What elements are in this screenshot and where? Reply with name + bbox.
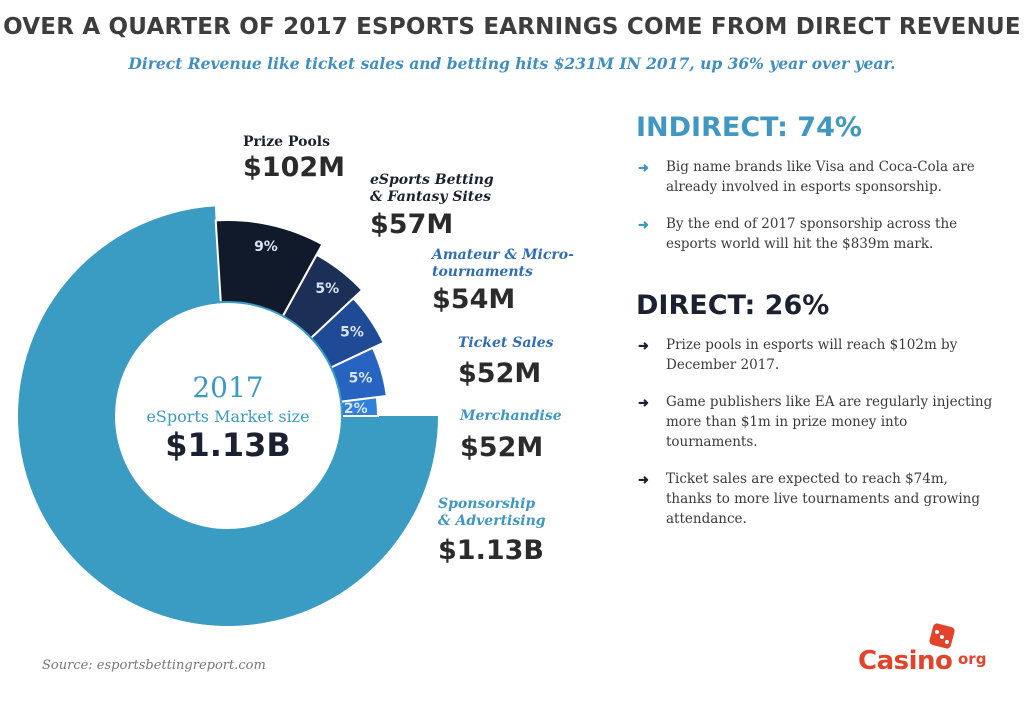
slice-amount-label: $102M [243,152,345,183]
direct-bullet-3: Ticket sales are expected to reach $74m,… [666,471,980,527]
slice-name-label: Amateur & Micro- [430,247,574,263]
slice-pct-label: 5% [315,281,339,297]
indirect-label: INDIRECT: [636,112,788,143]
slice-name-label: Merchandise [459,408,562,424]
slice-name-label: eSports Betting [370,172,494,188]
center-value: $1.13B [165,426,291,464]
casino-org-logo: Casino org [858,620,998,680]
info-column: INDIRECT: 74% ➜ Big name brands like Visa… [636,112,996,546]
slice-amount-label: $57M [370,209,453,240]
slice-name-label: Sponsorship [438,496,535,512]
source-note: Source: esportsbettingreport.com [42,658,266,673]
list-item: ➜ By the end of 2017 sponsorship across t… [636,214,996,254]
list-item: ➜ Ticket sales are expected to reach $74m… [636,469,996,529]
arrow-right-icon: ➜ [638,339,649,354]
direct-heading: DIRECT: 26% [636,290,996,321]
page-title: OVER A QUARTER OF 2017 ESPORTS EARNINGS … [3,14,1021,40]
direct-label: DIRECT: [636,290,756,321]
indirect-list: ➜ Big name brands like Visa and Coca-Cola… [636,157,996,254]
dice-icon [929,623,955,649]
slice-name-label: tournaments [432,264,533,280]
slice-amount-label: $52M [460,432,543,463]
direct-bullet-1: Prize pools in esports will reach $102m … [666,337,958,373]
arrow-right-icon: ➜ [638,218,649,233]
list-item: ➜ Game publishers like EA are regularly i… [636,392,996,452]
arrow-right-icon: ➜ [638,396,649,411]
slice-name-label: Ticket Sales [458,335,554,351]
slice-pct-label: 9% [254,239,278,255]
slice-pct-label: 5% [340,325,364,341]
slice-pct-label: 5% [349,370,373,386]
slice-name-label: & Advertising [438,513,546,529]
slice-amount-label: $1.13B [438,535,544,566]
slice-pct-label: 2% [344,401,368,417]
center-year: 2017 [192,371,263,404]
indirect-bullet-1: Big name brands like Visa and Coca-Cola … [666,159,975,195]
arrow-right-icon: ➜ [638,473,649,488]
slice-amount-label: $54M [432,284,515,315]
direct-bullet-2: Game publishers like EA are regularly in… [666,394,993,450]
indirect-pct: 74% [797,112,862,143]
logo-suffix: org [958,650,987,668]
indirect-bullet-2: By the end of 2017 sponsorship across th… [666,216,958,252]
slice-name-label: & Fantasy Sites [370,189,491,205]
donut-hole [113,301,343,531]
donut-chart: 9% 5% 5% 5% 2% Prize Pools $102M eSports Betti… [18,134,574,627]
logo-text: Casino [858,646,953,676]
list-item: ➜ Big name brands like Visa and Coca-Cola… [636,157,996,197]
direct-list: ➜ Prize pools in esports will reach $102m… [636,335,996,529]
arrow-right-icon: ➜ [638,161,649,176]
indirect-heading: INDIRECT: 74% [636,112,996,143]
page-subtitle: Direct Revenue like ticket sales and bet… [128,54,896,73]
direct-pct: 26% [764,290,830,321]
slice-amount-label: $52M [458,358,541,389]
slice-name-label: Prize Pools [243,134,330,150]
center-label: eSports Market size [146,407,309,426]
list-item: ➜ Prize pools in esports will reach $102m… [636,335,996,375]
